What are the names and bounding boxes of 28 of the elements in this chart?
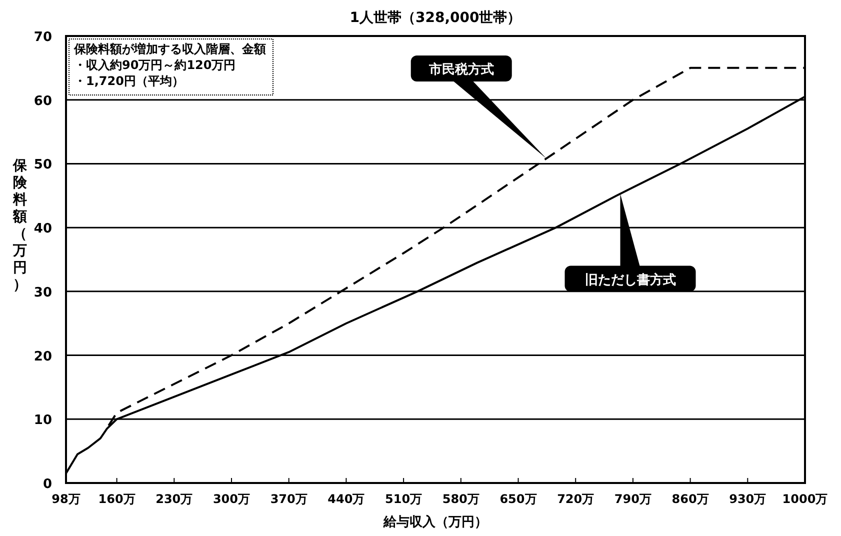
y-tick-label: 50 [34,158,52,173]
x-tick-label: 98万 [52,492,80,506]
y-tick-label: 30 [34,285,52,300]
x-tick-label: 1000万 [782,492,828,506]
y-tick-label: 60 [34,94,52,109]
x-tick-label: 930万 [729,492,766,506]
y-tick-label: 10 [34,413,52,428]
y-axis-title: 保険料額（万円） [12,158,28,293]
x-tick-label: 720万 [557,492,594,506]
x-tick-label: 580万 [442,492,480,506]
x-tick-label: 370万 [270,492,308,506]
y-tick-label: 40 [34,222,52,237]
x-tick-label: 160万 [98,492,136,506]
annotation: ・1,720円（平均） [74,74,184,88]
annotation: 保険料額が増加する収入階層、金額 [73,42,266,56]
y-tick-label: 70 [34,30,52,45]
chart-title: 1人世帯（328,000世帯） [350,10,522,26]
y-tick-label: 20 [34,349,52,364]
x-axis-title: 給与収入（万円） [382,514,488,530]
x-tick-label: 790万 [614,492,652,506]
x-tick-label: 650万 [500,492,537,506]
x-tick-label: 860万 [672,492,709,506]
annotation: ・収入約90万円～約120万円 [74,58,236,72]
x-tick-label: 510万 [385,492,422,506]
x-tick-label: 230万 [156,492,193,506]
x-tick-label: 300万 [212,492,250,506]
y-tick-label: 0 [42,477,52,492]
x-tick-label: 440万 [328,492,365,506]
